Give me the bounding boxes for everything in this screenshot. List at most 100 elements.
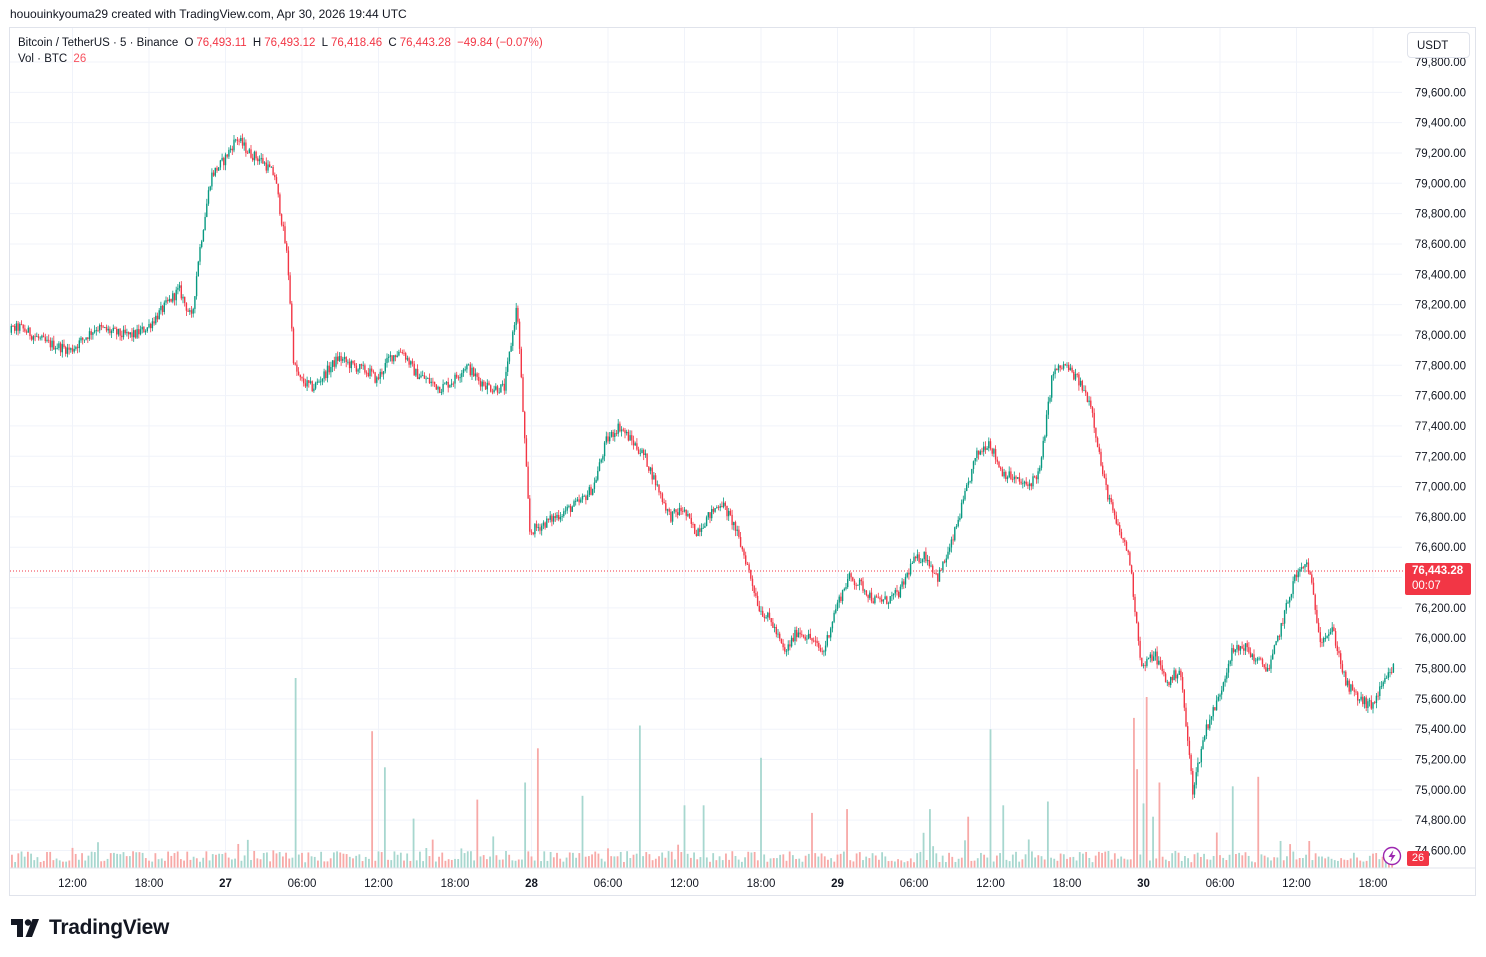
candle-body [235,139,237,141]
time-tick-label: 12:00 [670,878,699,890]
tradingview-logo[interactable]: TradingView [11,915,169,941]
candle-body [136,329,138,338]
high-label: H [252,37,262,49]
candle-body [263,162,266,164]
volume-bar [419,851,421,868]
candle-body [454,374,456,384]
volume-bar [317,860,319,868]
candle-body [1341,664,1344,673]
candle-body [1294,574,1296,582]
volume-bar [1346,860,1349,868]
candle-body [660,492,662,494]
candle-body [1221,690,1223,695]
candle-body [908,572,910,575]
symbol-title[interactable]: Bitcoin / TetherUS · 5 · Binance [18,37,179,49]
candle-body [707,512,709,518]
volume-bar [565,857,568,868]
candle-body [612,432,614,438]
volume-bar [20,851,23,868]
candle-body [1212,707,1214,717]
volume-bar [760,757,762,868]
volume-bar [852,861,855,868]
candle-body [1239,646,1242,651]
candle-body [46,339,48,342]
volume-bar [1244,852,1247,868]
candle-body [1324,637,1327,639]
candle-body [537,527,539,529]
price-tick-label: 77,400.00 [1415,421,1466,433]
candle-body [1251,654,1253,658]
candle-body [848,573,851,579]
volume-bar [779,854,782,868]
currency-button[interactable]: USDT [1407,32,1470,58]
candle-body [185,302,188,311]
volume-bar [189,859,192,868]
volume-bar [463,853,466,868]
candle-body [471,367,473,376]
candle-body [925,551,927,562]
volume-bar [1050,857,1052,868]
candle-body [61,344,63,353]
candle-body [474,373,477,377]
volume-bar [964,840,966,868]
candle-body [325,371,327,379]
candle-body [634,443,636,446]
lightning-icon[interactable] [1382,846,1402,866]
candle-body [1018,477,1021,482]
candle-body [877,597,879,599]
candle-body [1091,407,1094,413]
volume-bar [865,856,868,868]
candle-body [357,369,359,372]
candle-body [53,340,55,350]
volume-bar [1203,853,1205,868]
volume-bar [1142,803,1145,868]
candle-body [110,330,113,334]
volume-bar [603,861,606,868]
volume-bar [374,860,377,868]
time-tick-label: 30 [1137,878,1150,890]
candle-body [1234,649,1236,652]
candle-body [845,587,847,589]
candle-body [207,190,210,204]
candle-body [535,524,538,528]
volume-bar [285,852,287,868]
candle-body [456,374,458,378]
volume-bar [1139,854,1142,868]
candle-body [991,448,993,454]
chart-caption: hououinkyouma29 created with TradingView… [10,7,407,21]
candle-body [1115,515,1117,524]
candle-body [1127,550,1129,553]
candle-body [1049,397,1051,402]
volume-bar [594,851,597,868]
candle-body [695,533,698,536]
volume-bar [642,856,644,868]
volume-bar [1270,860,1272,868]
volume-bar [645,852,648,868]
candle-body [762,610,764,617]
candle-body [840,596,842,601]
candle-body [381,371,383,375]
volume-bar [368,858,370,868]
volume-bar [674,859,676,868]
candle-body [879,597,881,600]
candle-body [1124,539,1126,542]
candle-body [631,435,633,441]
candle-body [1202,740,1204,749]
volume-bar [766,861,769,868]
candle-body [1350,684,1352,692]
candle-body [777,633,779,635]
candle-body [896,590,898,592]
volume-bar [944,862,947,868]
volume-bar [460,848,463,868]
candle-body [326,365,329,379]
candle-body [1027,484,1029,486]
volume-bar [176,851,179,868]
volume-bar [42,860,45,868]
volume-bar [1062,854,1065,868]
candle-body [452,383,454,385]
volume-bar [58,860,61,868]
candle-body [915,556,917,559]
volume-bar [399,852,402,868]
candle-body [105,327,108,331]
